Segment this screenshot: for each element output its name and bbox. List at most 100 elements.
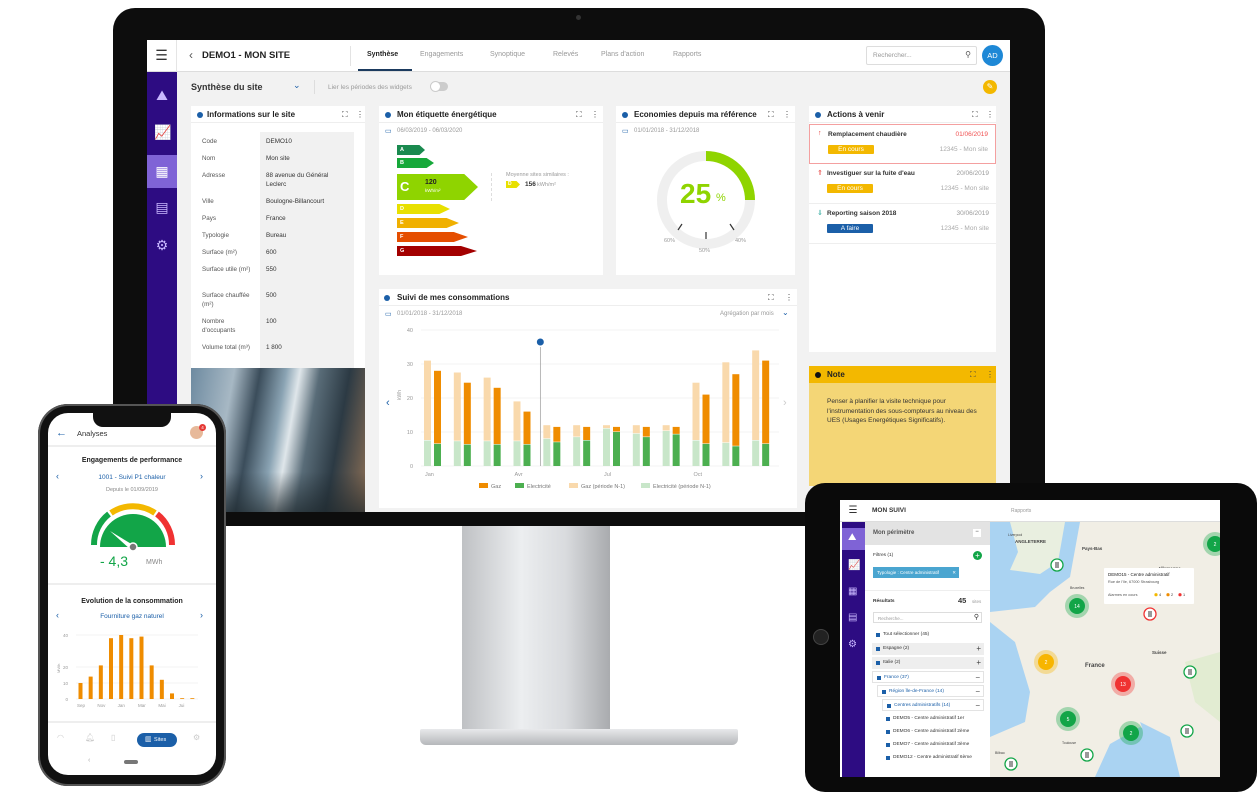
link-periods-toggle[interactable] — [430, 81, 448, 92]
note-text[interactable]: Penser à planifier la visite technique p… — [827, 398, 977, 424]
search-input[interactable]: Recherche... ⚲ — [873, 612, 982, 623]
site-cluster[interactable] — [1115, 676, 1131, 692]
tree-item[interactable]: DEMO6 - Centre administratif 2ème — [882, 726, 984, 738]
action-item[interactable]: ↑ Remplacement chaudière 01/06/2019 En cour… — [809, 124, 996, 164]
nav-sites[interactable]: ▥ Sites — [137, 733, 177, 747]
checkbox[interactable] — [886, 743, 890, 747]
building-icon[interactable]: ▦ — [848, 586, 858, 597]
tree-item[interactable]: France (37) − — [872, 671, 984, 683]
aggregation-select[interactable]: Agrégation par mois — [720, 311, 774, 317]
tree-item[interactable]: Centres administratifs (14) − — [882, 699, 984, 711]
home-indicator[interactable] — [124, 760, 138, 764]
expand-icon[interactable]: ⛶ — [768, 110, 774, 119]
checkbox[interactable] — [882, 690, 886, 694]
avatar[interactable]: AD — [982, 45, 1003, 66]
menu-icon[interactable]: ☰ — [147, 40, 177, 72]
chevron-down-icon[interactable]: ⌄ — [293, 80, 301, 90]
expand-icon[interactable]: ⛶ — [972, 110, 978, 119]
checkbox[interactable] — [877, 676, 881, 680]
collapse-icon[interactable]: − — [975, 673, 980, 682]
tab-2[interactable]: Synoptique — [490, 51, 526, 58]
next-icon[interactable]: › — [200, 610, 203, 620]
search-icon[interactable]: ⚲ — [965, 50, 971, 59]
sites-icon[interactable]: ⛰ — [848, 532, 857, 543]
checkbox[interactable] — [876, 633, 880, 637]
next-icon[interactable]: › — [783, 397, 787, 409]
prev-icon[interactable]: ‹ — [56, 610, 59, 620]
site-cluster[interactable] — [1060, 711, 1076, 727]
more-icon[interactable]: ⋮ — [986, 110, 994, 119]
site-cluster[interactable] — [1069, 598, 1085, 614]
energy-selector[interactable]: Fourniture gaz naturel — [100, 613, 164, 620]
dashboard-icon[interactable]: ▤ — [155, 199, 169, 215]
collapse-button[interactable]: − — [973, 529, 981, 537]
gear-icon[interactable]: ⚙ — [155, 237, 169, 253]
bell-icon[interactable]: 🔔︎ — [85, 733, 96, 742]
back-arrow-icon[interactable]: ← — [56, 427, 67, 439]
tree-item[interactable]: Tout sélectionner (45) — [872, 629, 984, 641]
menu-icon[interactable]: ☰ — [848, 505, 858, 516]
collapse-icon[interactable]: − — [975, 687, 980, 696]
more-icon[interactable]: ⋮ — [591, 110, 599, 119]
chevron-down-icon[interactable]: ⌄ — [782, 308, 789, 317]
tab-4[interactable]: Plans d'action — [601, 51, 645, 58]
tree-item[interactable]: DEMO7 - Centre administratif 3ème — [882, 739, 984, 751]
tree-item[interactable]: DEMO5 - Centre administratif 1er — [882, 713, 984, 725]
dashboard-icon[interactable]: ◠ — [57, 733, 64, 742]
prev-icon[interactable]: ‹ — [386, 397, 390, 409]
site-cluster[interactable] — [1123, 725, 1139, 741]
close-icon[interactable]: ✕ — [952, 570, 956, 575]
gear-icon[interactable]: ⚙ — [193, 733, 201, 742]
more-icon[interactable]: ⋮ — [986, 370, 994, 379]
tab-5[interactable]: Rapports — [673, 51, 702, 58]
engagement-selector[interactable]: 1001 - Suivi P1 chaleur — [98, 474, 166, 481]
more-icon[interactable]: ⋮ — [356, 110, 364, 119]
expand-icon[interactable]: ⛶ — [342, 110, 348, 119]
checkbox[interactable] — [876, 647, 880, 651]
back-icon[interactable]: ‹ — [189, 48, 193, 62]
analytics-icon[interactable]: 📈 — [848, 560, 861, 571]
search-input[interactable]: Rechercher... ⚲ — [866, 46, 977, 65]
action-item[interactable]: ⇓ Reporting saison 2018 30/06/2019 A faire 1… — [809, 204, 996, 244]
filter-chip[interactable]: Typologie : Centre administratif ✕ — [873, 567, 959, 578]
sites-map[interactable]: ANGLETERREPays-BasAllemagneFranceSuisseL… — [990, 522, 1220, 777]
next-icon[interactable]: › — [200, 471, 203, 481]
expand-icon[interactable]: ⛶ — [768, 293, 774, 302]
tree-item[interactable]: Italie (2) + — [872, 657, 984, 669]
sites-icon[interactable]: ⛰ — [156, 87, 168, 103]
add-filter-button[interactable]: + — [973, 551, 982, 560]
site-cluster[interactable] — [1038, 654, 1054, 670]
more-icon[interactable]: ⋮ — [783, 110, 791, 119]
tree-item[interactable]: DEMO12 - Centre administratif 6ème — [882, 752, 984, 764]
analytics-icon[interactable]: 📈 — [154, 124, 172, 140]
prev-icon[interactable]: ‹ — [56, 471, 59, 481]
more-icon[interactable]: ⋮ — [785, 293, 793, 302]
period-marker-handle[interactable] — [536, 338, 544, 346]
action-item[interactable]: ⇑ Investiguer sur la fuite d'eau 20/06/201… — [809, 164, 996, 204]
clipboard-icon[interactable]: ▯ — [111, 733, 116, 742]
collapse-icon[interactable]: − — [975, 701, 980, 710]
tab-reports[interactable]: Rapports — [1011, 508, 1032, 514]
view-select[interactable]: Synthèse du site — [191, 82, 263, 92]
edit-icon[interactable]: ✎ — [983, 80, 997, 94]
back-nav-icon[interactable]: ‹ — [88, 757, 91, 764]
expand-icon[interactable]: ⛶ — [970, 370, 976, 379]
checkbox[interactable] — [886, 717, 890, 721]
tree-item[interactable]: Région Île-de-France (14) − — [877, 685, 984, 697]
checkbox[interactable] — [886, 730, 890, 734]
expand-icon[interactable]: ⛶ — [576, 110, 582, 119]
checkbox[interactable] — [876, 661, 880, 665]
expand-icon[interactable]: + — [976, 644, 981, 653]
checkbox[interactable] — [887, 704, 891, 708]
gear-icon[interactable]: ⚙ — [848, 639, 857, 650]
tab-0[interactable]: Synthèse — [367, 51, 399, 58]
tablet-home-button[interactable] — [813, 629, 829, 645]
tree-item[interactable]: Espagne (2) + — [872, 643, 984, 655]
tab-1[interactable]: Engagements — [420, 51, 464, 58]
site-cluster[interactable] — [1207, 536, 1220, 552]
expand-icon[interactable]: + — [976, 658, 981, 667]
dashboard-icon[interactable]: ▤ — [848, 612, 858, 623]
checkbox[interactable] — [886, 756, 890, 760]
building-icon[interactable]: ▦ — [155, 163, 169, 179]
tab-3[interactable]: Relevés — [553, 51, 579, 58]
